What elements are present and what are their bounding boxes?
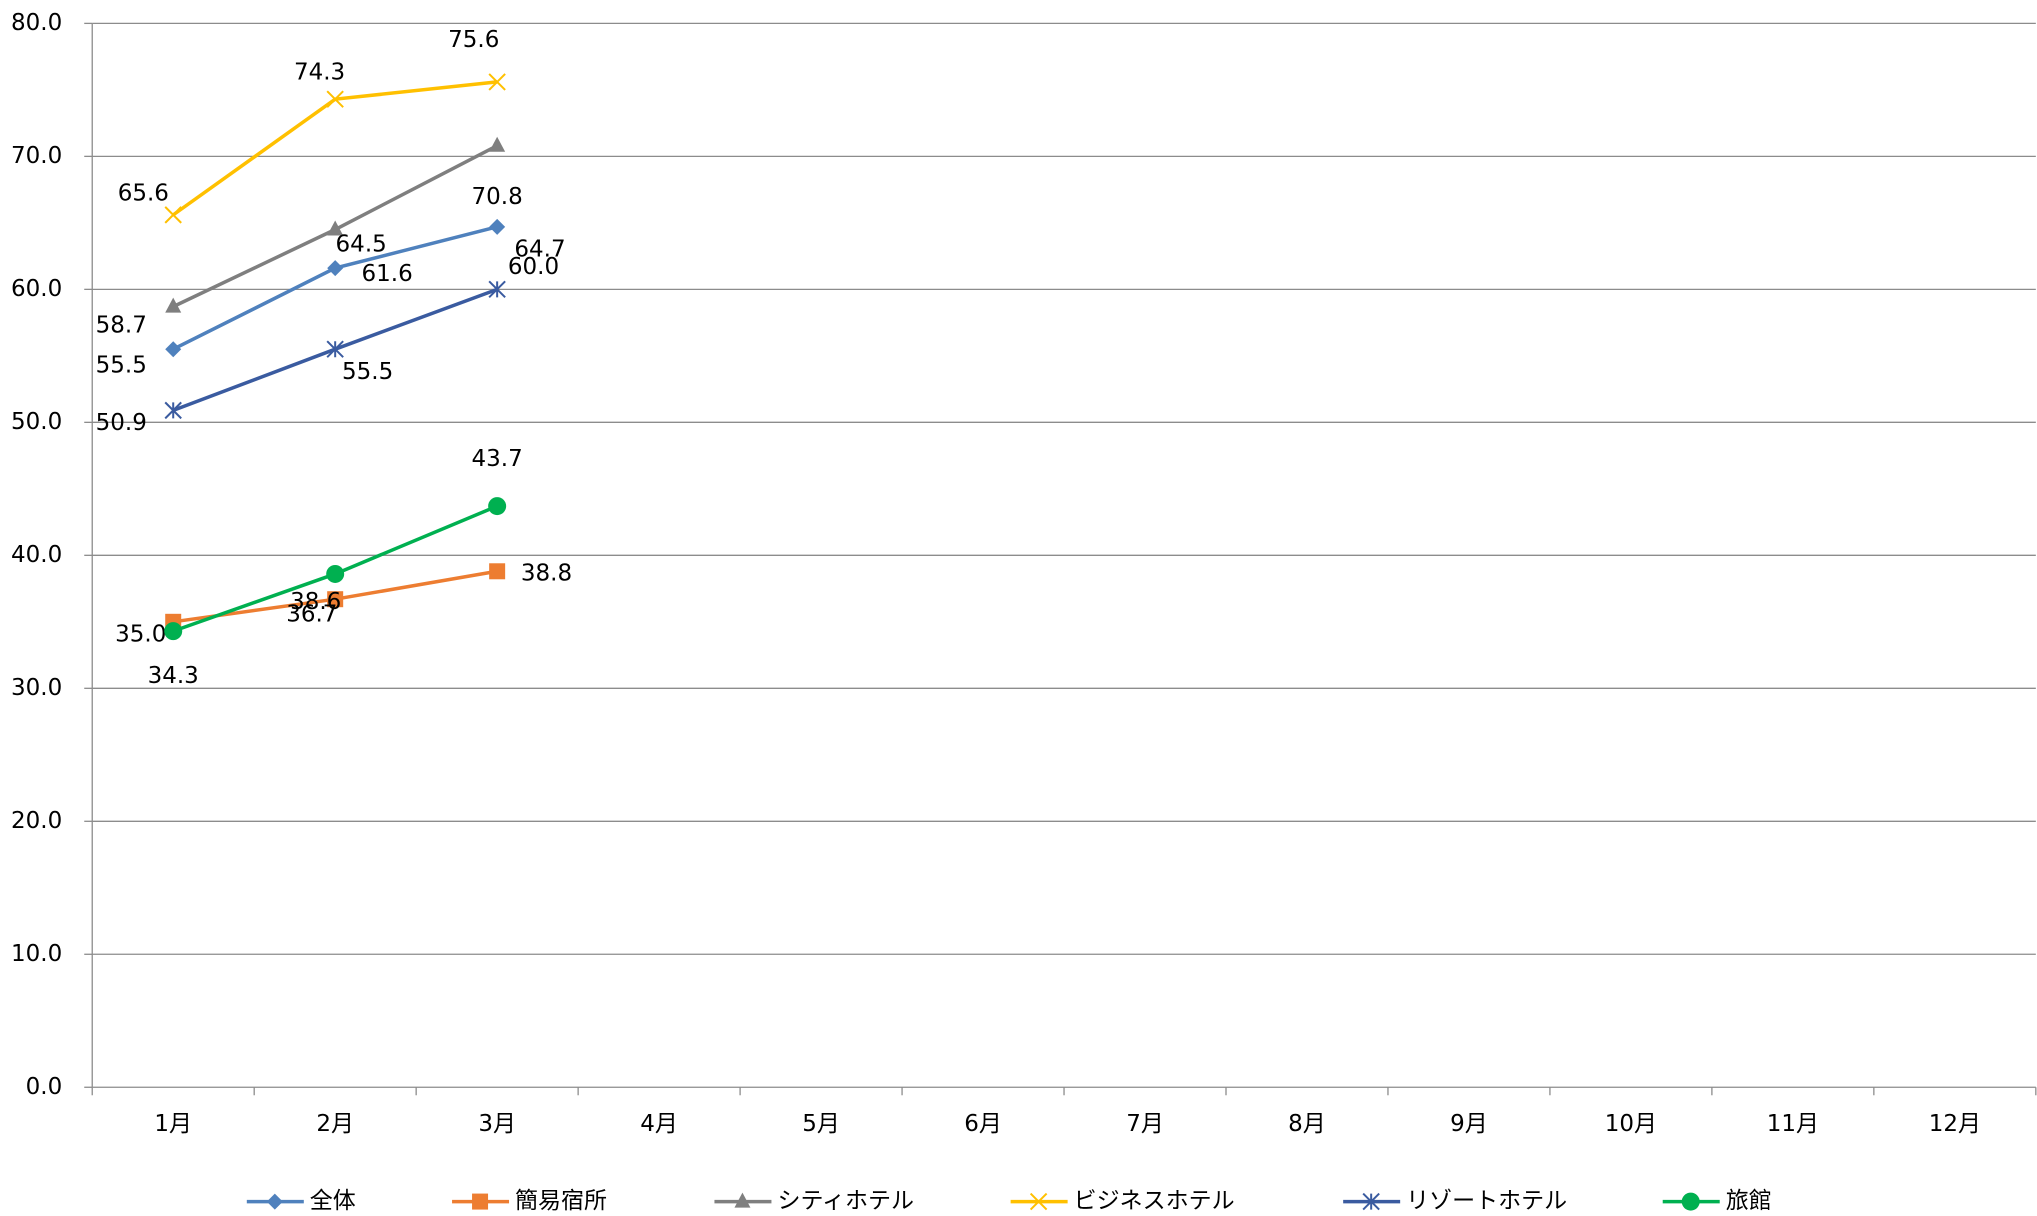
data-label: 64.5 xyxy=(336,232,387,258)
data-label: 43.7 xyxy=(472,446,523,472)
marker xyxy=(266,1193,283,1210)
x-tick-label: 10月 xyxy=(1605,1111,1657,1137)
y-tick-label: 50.0 xyxy=(11,409,62,435)
data-label: 34.3 xyxy=(148,663,199,689)
legend-item: ビジネスホテル xyxy=(1010,1188,1235,1214)
legend-item: 全体 xyxy=(246,1188,356,1214)
x-tick-label: 11月 xyxy=(1767,1111,1819,1137)
data-label: 65.6 xyxy=(118,181,169,207)
data-label: 38.6 xyxy=(290,589,341,615)
y-tick-label: 40.0 xyxy=(11,542,62,568)
y-tick-label: 30.0 xyxy=(11,675,62,701)
data-label: 75.6 xyxy=(448,27,499,53)
x-tick-label: 4月 xyxy=(640,1111,678,1137)
marker xyxy=(164,622,183,641)
x-tick-label: 3月 xyxy=(478,1111,516,1137)
y-tick-label: 0.0 xyxy=(26,1074,63,1100)
legend-label: リゾートホテル xyxy=(1406,1188,1567,1214)
legend-item: 簡易宿所 xyxy=(452,1188,607,1214)
y-tick-label: 70.0 xyxy=(11,143,62,169)
y-tick-label: 10.0 xyxy=(11,941,62,967)
x-tick-label: 6月 xyxy=(964,1111,1002,1137)
legend-item: リゾートホテル xyxy=(1343,1188,1567,1214)
marker xyxy=(164,401,182,420)
series-line xyxy=(172,80,498,217)
data-label: 61.6 xyxy=(362,261,413,287)
marker xyxy=(488,280,506,299)
x-tick-label: 9月 xyxy=(1450,1111,1488,1137)
x-tick-label: 5月 xyxy=(802,1111,840,1137)
data-label: 60.0 xyxy=(508,254,559,280)
marker xyxy=(489,218,506,235)
marker xyxy=(1362,1192,1380,1211)
marker xyxy=(327,260,344,277)
x-tick-label: 2月 xyxy=(316,1111,354,1137)
data-label: 58.7 xyxy=(96,313,147,339)
marker xyxy=(734,1192,751,1208)
marker xyxy=(1681,1192,1700,1211)
marker xyxy=(326,564,345,583)
x-tick-label: 7月 xyxy=(1126,1111,1164,1137)
y-tick-label: 20.0 xyxy=(11,808,62,834)
y-tick-label: 80.0 xyxy=(11,10,62,36)
data-label: 36.7 xyxy=(286,601,337,627)
marker xyxy=(327,220,344,236)
x-tick-label: 1月 xyxy=(154,1111,192,1137)
data-label: 74.3 xyxy=(294,60,345,86)
legend-label: 全体 xyxy=(310,1188,356,1214)
legend-label: ビジネスホテル xyxy=(1074,1188,1235,1214)
marker xyxy=(489,136,506,152)
legend-item: 旅館 xyxy=(1662,1188,1772,1214)
marker xyxy=(489,563,506,580)
data-label: 70.8 xyxy=(472,184,523,210)
marker xyxy=(327,591,344,608)
marker xyxy=(488,73,506,91)
marker xyxy=(488,497,507,516)
legend-label: シティホテル xyxy=(777,1188,914,1214)
data-label: 38.8 xyxy=(521,560,572,586)
legend-item: シティホテル xyxy=(714,1188,914,1214)
data-label: 55.5 xyxy=(96,353,147,379)
data-label: 64.7 xyxy=(514,237,565,263)
marker xyxy=(164,206,182,224)
data-label: 35.0 xyxy=(115,621,166,647)
marker xyxy=(165,341,182,358)
marker xyxy=(472,1193,489,1210)
marker xyxy=(326,90,344,108)
x-tick-label: 12月 xyxy=(1929,1111,1981,1137)
marker xyxy=(326,340,344,358)
data-label: 50.9 xyxy=(96,410,147,436)
marker xyxy=(1029,1192,1048,1211)
marker xyxy=(165,297,182,313)
data-label: 55.5 xyxy=(342,359,393,385)
y-tick-label: 60.0 xyxy=(11,276,62,302)
x-tick-label: 8月 xyxy=(1288,1111,1326,1137)
legend-label: 旅館 xyxy=(1726,1188,1772,1214)
legend-label: 簡易宿所 xyxy=(515,1188,607,1214)
